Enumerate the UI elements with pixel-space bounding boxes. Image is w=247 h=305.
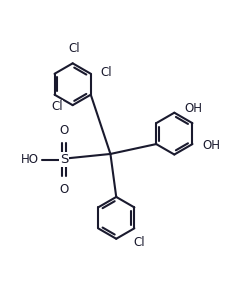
Text: HO: HO	[21, 153, 39, 166]
Text: Cl: Cl	[51, 100, 62, 113]
Text: Cl: Cl	[100, 66, 112, 79]
Text: Cl: Cl	[133, 236, 144, 249]
Text: S: S	[60, 153, 68, 166]
Text: O: O	[59, 183, 69, 196]
Text: Cl: Cl	[68, 42, 80, 55]
Text: O: O	[59, 124, 69, 137]
Text: OH: OH	[203, 139, 221, 152]
Text: OH: OH	[185, 102, 203, 115]
